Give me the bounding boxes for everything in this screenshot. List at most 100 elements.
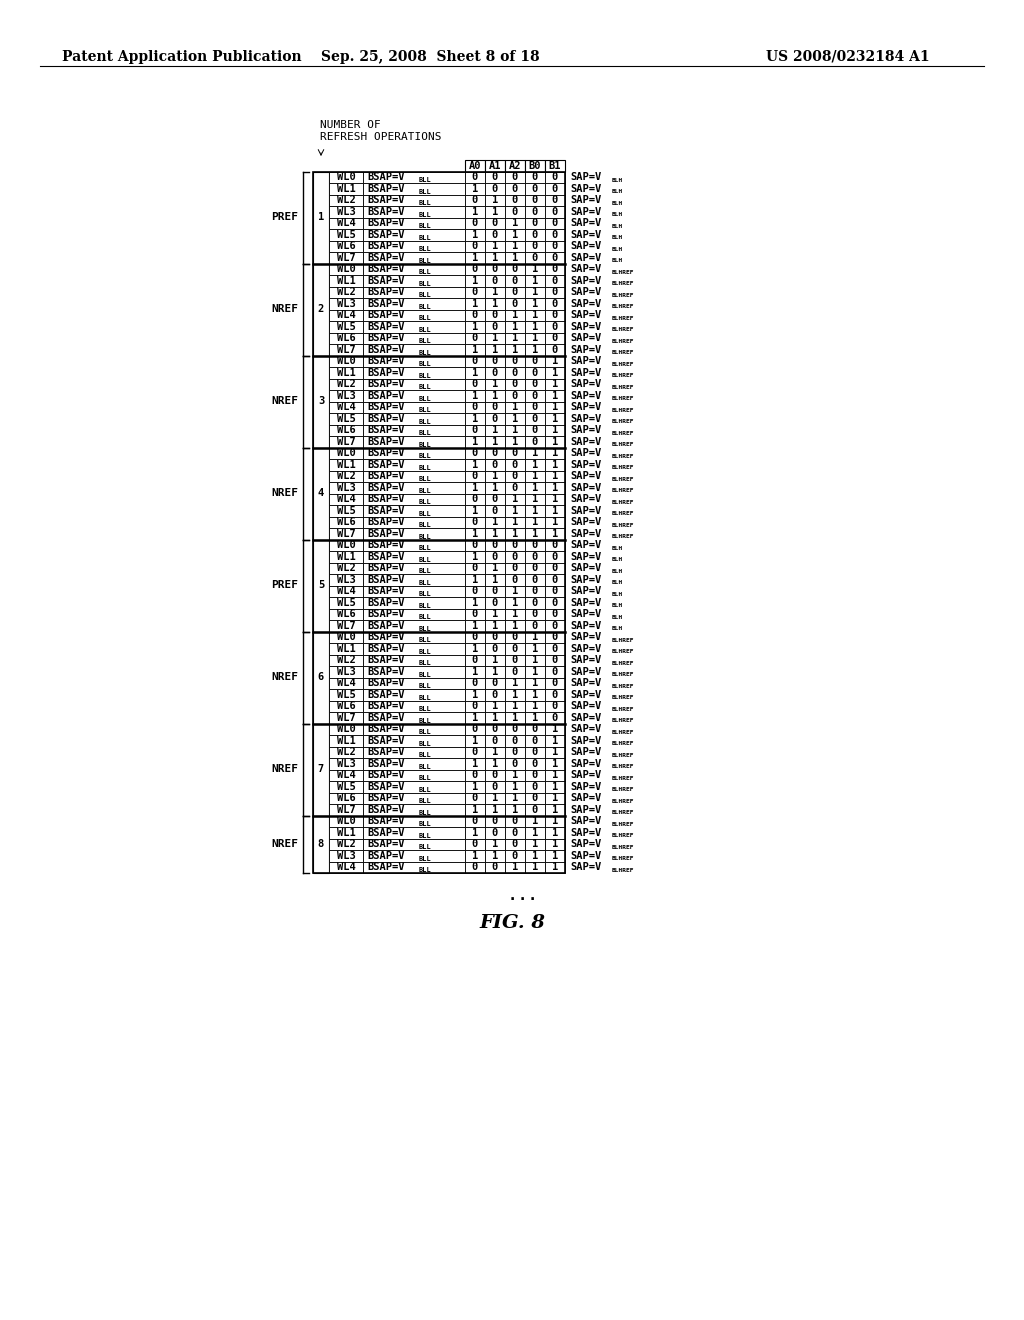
Text: 1: 1 (472, 368, 478, 378)
Bar (505, 631, 525, 643)
Text: WL3: WL3 (337, 483, 355, 492)
Text: WL0: WL0 (337, 540, 355, 550)
Text: WL5: WL5 (337, 230, 355, 240)
Text: BLL: BLL (419, 638, 432, 643)
Text: 0: 0 (552, 678, 558, 688)
Text: 0: 0 (492, 230, 498, 240)
Bar (329, 677, 362, 689)
Text: 1: 1 (512, 425, 518, 436)
Bar (545, 735, 565, 747)
Bar (362, 758, 465, 770)
Bar (525, 389, 545, 401)
Text: SAP=V: SAP=V (570, 610, 601, 619)
Bar (329, 850, 362, 862)
Text: BLL: BLL (419, 257, 432, 264)
Bar (525, 516, 545, 528)
Text: BLL: BLL (419, 660, 432, 667)
Bar (465, 862, 485, 873)
Text: BSAP=V: BSAP=V (367, 459, 404, 470)
Bar (545, 597, 565, 609)
Bar (525, 770, 545, 781)
Text: BLL: BLL (419, 247, 432, 252)
Bar (329, 828, 362, 838)
Text: 0: 0 (512, 449, 518, 458)
Text: BSAP=V: BSAP=V (367, 276, 404, 285)
Text: 0: 0 (472, 195, 478, 205)
Bar (362, 286, 465, 298)
Text: BLH: BLH (612, 178, 624, 182)
Text: SAP=V: SAP=V (570, 356, 601, 366)
Bar (465, 747, 485, 758)
Bar (545, 620, 565, 631)
Bar (329, 345, 362, 355)
Text: BSAP=V: BSAP=V (367, 644, 404, 653)
Bar (465, 838, 485, 850)
Text: 0: 0 (492, 725, 498, 734)
Bar (525, 562, 545, 574)
Text: 1: 1 (552, 379, 558, 389)
Text: 1: 1 (512, 771, 518, 780)
Text: 0: 0 (552, 322, 558, 331)
Text: 1: 1 (472, 183, 478, 194)
Text: BLH: BLH (612, 626, 624, 631)
Text: 1: 1 (531, 459, 539, 470)
Text: BLL: BLL (419, 201, 432, 206)
Bar (505, 735, 525, 747)
Text: 1: 1 (552, 494, 558, 504)
Bar (525, 838, 545, 850)
Bar (465, 631, 485, 643)
Bar (329, 667, 362, 677)
Text: 0: 0 (552, 620, 558, 631)
Text: 1: 1 (531, 506, 539, 516)
Text: BLL: BLL (419, 833, 432, 838)
Bar (545, 516, 565, 528)
Text: 1: 1 (531, 840, 539, 849)
Bar (465, 218, 485, 228)
Text: SAP=V: SAP=V (570, 230, 601, 240)
Text: 0: 0 (472, 471, 478, 482)
Text: 0: 0 (531, 242, 539, 251)
Bar (329, 516, 362, 528)
Bar (545, 781, 565, 792)
Text: BSAP=V: BSAP=V (367, 632, 404, 643)
Text: WL0: WL0 (337, 172, 355, 182)
Text: 0: 0 (552, 183, 558, 194)
Text: WL7: WL7 (337, 345, 355, 355)
Text: 1: 1 (552, 759, 558, 768)
Text: SAP=V: SAP=V (570, 862, 601, 873)
Text: 1: 1 (472, 322, 478, 331)
Bar (465, 781, 485, 792)
Bar (505, 862, 525, 873)
Text: 0: 0 (472, 862, 478, 873)
Bar (485, 275, 505, 286)
Text: SAP=V: SAP=V (570, 725, 601, 734)
Text: 0: 0 (472, 517, 478, 527)
Bar (465, 850, 485, 862)
Bar (362, 609, 465, 620)
Text: 0: 0 (512, 207, 518, 216)
Bar (313, 447, 329, 540)
Text: 0: 0 (472, 771, 478, 780)
Bar (525, 609, 545, 620)
Text: BLL: BLL (419, 557, 432, 562)
Bar (485, 206, 505, 218)
Bar (505, 389, 525, 401)
Text: WL6: WL6 (337, 610, 355, 619)
Bar (485, 160, 505, 172)
Text: WL4: WL4 (337, 862, 355, 873)
Bar (362, 333, 465, 345)
Bar (313, 264, 329, 355)
Text: 0: 0 (531, 564, 539, 573)
Text: BLL: BLL (419, 568, 432, 574)
Bar (485, 723, 505, 735)
Bar (465, 228, 485, 240)
Text: 1: 1 (512, 413, 518, 424)
Bar (465, 828, 485, 838)
Bar (485, 218, 505, 228)
Text: BLHREF: BLHREF (612, 867, 635, 873)
Bar (465, 506, 485, 516)
Bar (465, 758, 485, 770)
Text: BSAP=V: BSAP=V (367, 391, 404, 401)
Text: 1: 1 (492, 242, 498, 251)
Bar (329, 309, 362, 321)
